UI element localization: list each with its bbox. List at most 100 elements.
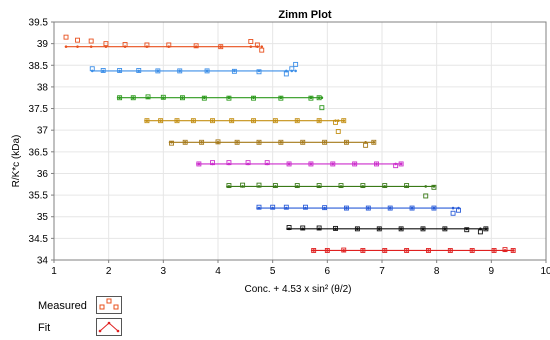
fit-point	[377, 227, 381, 231]
legend-label-measured: Measured	[38, 300, 87, 312]
x-tick-label: 8	[434, 266, 440, 277]
measured-point	[316, 183, 322, 189]
measured-point	[229, 118, 235, 124]
measured-point	[240, 182, 246, 188]
fit-point	[145, 119, 149, 122]
measured-point	[103, 41, 109, 47]
legend-item-fit: Fit	[38, 318, 158, 340]
fit-point	[118, 96, 121, 100]
fit-point	[323, 140, 326, 144]
measured-point	[294, 183, 300, 189]
measured-point	[286, 161, 292, 167]
series-2	[89, 61, 299, 77]
fit-point	[345, 206, 348, 210]
y-tick-label: 36	[37, 169, 49, 180]
measured-point	[316, 225, 322, 231]
measured-point	[226, 160, 232, 166]
fit-point	[156, 69, 160, 73]
fit-point	[405, 185, 408, 188]
y-tick-label: 39	[37, 39, 49, 50]
measured-point	[234, 139, 240, 145]
fit-point	[323, 206, 326, 210]
measured-point	[180, 95, 185, 101]
measured-point	[456, 207, 461, 213]
measured-point	[404, 183, 410, 189]
fit-line-icon	[96, 318, 122, 336]
fit-point	[432, 206, 436, 210]
measured-point	[278, 95, 284, 101]
x-axis-label: Conc. + 4.53 x sin² (θ/2)	[245, 284, 352, 295]
series-5	[168, 139, 377, 148]
fit-point	[230, 119, 233, 122]
x-tick-label: 3	[161, 266, 167, 277]
x-tick-label: 6	[325, 266, 331, 277]
measured-point	[308, 161, 314, 167]
fit-point	[399, 227, 403, 231]
fit-point	[274, 119, 277, 122]
fit-point	[159, 119, 162, 122]
fit-point	[342, 119, 346, 122]
measured-point	[303, 204, 308, 210]
measured-point	[218, 44, 224, 50]
measured-point	[169, 140, 174, 146]
x-tick-label: 4	[215, 266, 221, 277]
fit-point	[203, 96, 206, 100]
measured-point	[144, 118, 150, 124]
measured-point	[344, 205, 349, 211]
measured-point	[75, 37, 80, 43]
fit-point	[162, 96, 165, 100]
fit-point	[388, 206, 392, 210]
fit-point	[279, 140, 283, 144]
measured-point	[360, 248, 366, 253]
measured-point	[376, 226, 382, 232]
measured-point	[442, 226, 448, 232]
grid	[53, 21, 547, 261]
fit-point	[317, 185, 321, 188]
measured-point	[431, 205, 437, 211]
measured-point	[193, 43, 199, 49]
fit-point	[76, 45, 79, 48]
fit-point	[192, 119, 195, 122]
measured-point	[88, 38, 94, 44]
measured-point	[251, 95, 256, 101]
fit-point	[211, 119, 214, 122]
measured-point	[293, 61, 299, 67]
fit-point	[252, 96, 255, 100]
fit-point	[170, 140, 173, 144]
measured-point	[117, 95, 123, 101]
measured-point	[365, 205, 371, 211]
measured-point	[363, 142, 369, 148]
measured-point	[322, 139, 328, 145]
measured-point	[352, 161, 358, 167]
measured-point	[330, 161, 336, 167]
fit-point	[197, 162, 201, 166]
measured-point	[122, 42, 128, 47]
fit-point	[449, 249, 452, 252]
measured-point	[160, 94, 166, 100]
measured-point	[319, 105, 325, 111]
fit-point	[383, 185, 387, 188]
axis-ticks: 1 2 3 4 5 6 7 8 9 103434.53535.53636.53737.53838.…	[29, 18, 550, 278]
series-8	[256, 204, 461, 216]
fit-point	[233, 69, 236, 73]
fit-point	[383, 249, 387, 252]
measured-point	[226, 95, 232, 101]
measured-point	[426, 248, 431, 253]
fit-point	[470, 249, 474, 252]
fit-point	[295, 119, 299, 122]
measured-point	[311, 248, 317, 253]
fit-point	[353, 162, 356, 166]
measured-point	[294, 118, 300, 124]
measured-point	[226, 183, 232, 189]
fit-point	[345, 140, 348, 144]
fit-point	[304, 206, 307, 210]
fit-point	[421, 227, 425, 231]
measured-point	[502, 247, 508, 253]
fit-point	[146, 96, 150, 100]
measured-point	[333, 119, 338, 125]
fit-point	[432, 185, 436, 188]
measured-point	[404, 248, 410, 253]
fit-point	[287, 162, 291, 166]
fit-point	[331, 162, 335, 166]
fit-point	[89, 45, 93, 48]
